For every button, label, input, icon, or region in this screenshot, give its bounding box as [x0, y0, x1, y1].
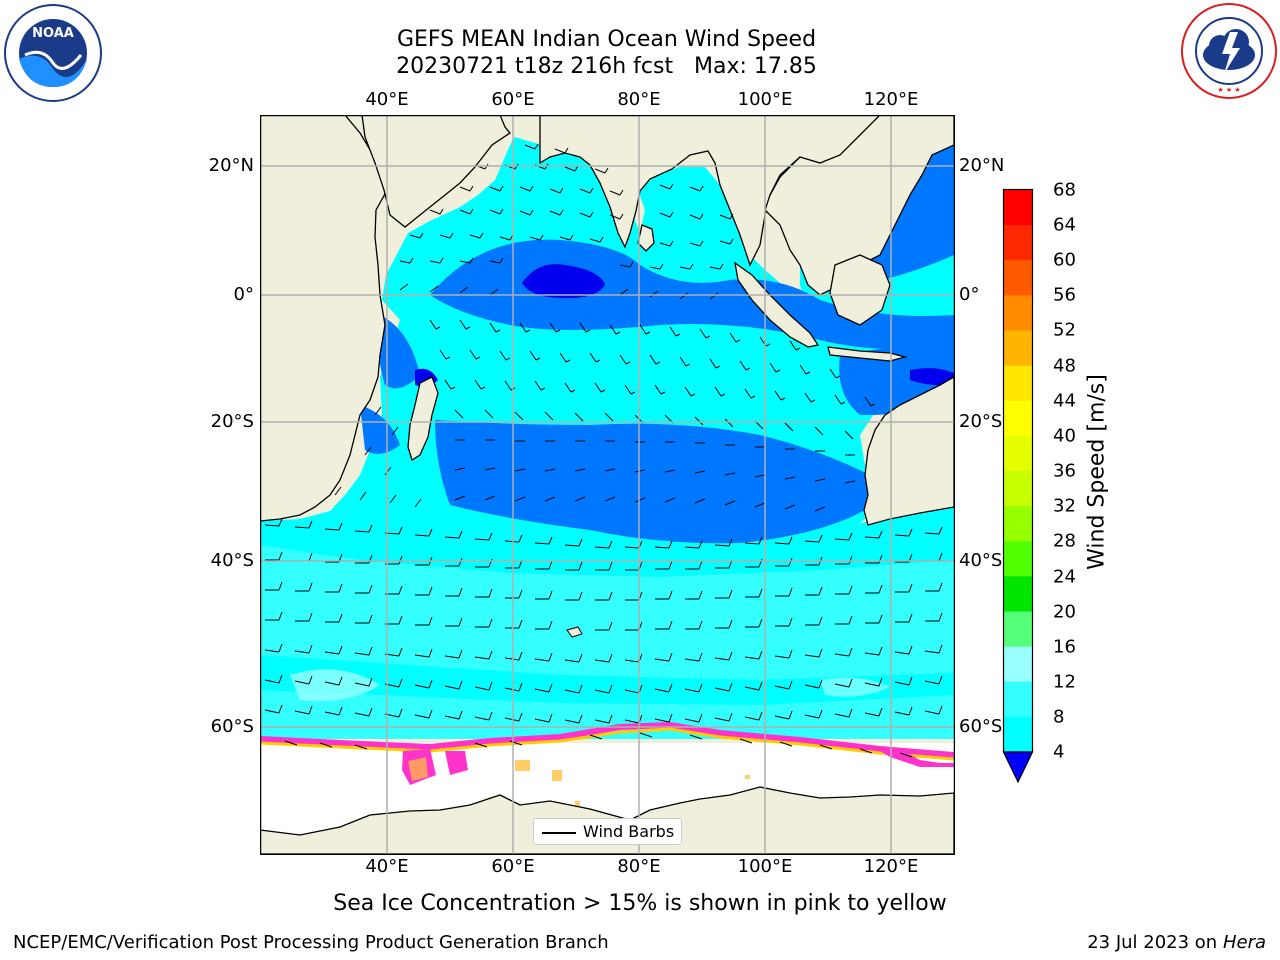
chart-title: GEFS MEAN Indian Ocean Wind Speed: [396, 27, 817, 52]
colorbar-label: Wind Speed [m/s]: [1084, 374, 1110, 570]
date-text: 23 Jul 2023 on: [1087, 932, 1223, 953]
machine-name: Hera: [1222, 932, 1266, 953]
lon-label-top-40e: 40°E: [365, 89, 409, 110]
colorbar-cell: [1004, 541, 1032, 577]
colorbar-tick: 28: [1053, 530, 1076, 552]
colorbar-cell: [1004, 646, 1032, 683]
southeast-asia-landmass: [764, 115, 954, 296]
colorbar-tick: 56: [1053, 284, 1076, 306]
colorbar-tick: 24: [1053, 566, 1076, 588]
colorbar-cell: [1004, 681, 1032, 718]
lat-label-left-20s: 20°S: [210, 411, 254, 432]
lon-label-top-60e: 60°E: [491, 89, 535, 110]
ocean-field-0-4: [522, 264, 605, 299]
madagascar-landmass: [407, 376, 439, 461]
colorbar-cell: [1004, 611, 1032, 648]
lon-label-top-100e: 100°E: [737, 89, 793, 110]
noaa-logo: NOAA: [4, 4, 102, 102]
colorbar-cell: [1004, 435, 1032, 472]
colorbar-cell: [1004, 225, 1032, 261]
lat-label-right-0: 0°: [959, 284, 980, 305]
svg-text:★ ★ ★: ★ ★ ★: [1217, 86, 1240, 94]
colorbar-cell: [1004, 506, 1032, 542]
lat-label-left-60s: 60°S: [210, 716, 254, 737]
colorbar-tick: 16: [1053, 636, 1076, 658]
sumatra-landmass: [734, 261, 820, 348]
lon-label-bottom-80e: 80°E: [617, 856, 661, 877]
colorbar-tick: 48: [1053, 355, 1076, 377]
wind-barbs: [264, 143, 943, 758]
colorbar-tick: 40: [1053, 425, 1076, 447]
colorbar-tick: 12: [1053, 671, 1076, 693]
colorbar-cell: [1004, 471, 1032, 507]
colorbar-cell: [1004, 716, 1032, 753]
colorbar-cell: [1004, 330, 1032, 367]
lat-label-left-0: 0°: [233, 284, 254, 305]
noaa-logo-text: NOAA: [32, 26, 74, 41]
lon-label-top-120e: 120°E: [863, 89, 919, 110]
map-legend: Wind Barbs: [533, 818, 682, 845]
colorbar-tick: 32: [1053, 495, 1076, 517]
colorbar-under-triangle: [1002, 751, 1034, 784]
wind-speed-map: [260, 115, 955, 855]
ocean-field-4-8-south: [435, 420, 870, 544]
colorbar-tick: 36: [1053, 460, 1076, 482]
colorbar-tick: 64: [1053, 214, 1076, 236]
colorbar-frame: [1002, 188, 1034, 753]
lon-label-bottom-120e: 120°E: [863, 856, 919, 877]
graticule: [260, 115, 954, 854]
colorbar-tick: 68: [1053, 179, 1076, 201]
lat-label-left-20n: 20°N: [208, 155, 254, 176]
colorbar-cell: [1004, 295, 1032, 331]
colorbar-tick: 20: [1053, 601, 1076, 623]
colorbar-tick: 52: [1053, 319, 1076, 341]
colorbar-cell: [1004, 400, 1032, 437]
sea-ice-note: Sea Ice Concentration > 15% is shown in …: [333, 891, 947, 916]
map-frame: [260, 115, 955, 855]
colorbar-cell: [1004, 365, 1032, 402]
lat-label-left-40s: 40°S: [210, 550, 254, 571]
colorbar-tick: 8: [1053, 706, 1065, 728]
lon-label-bottom-60e: 60°E: [491, 856, 535, 877]
lon-label-bottom-100e: 100°E: [737, 856, 793, 877]
australia-landmass: [863, 376, 954, 526]
colorbar-tick: 44: [1053, 390, 1076, 412]
lon-label-bottom-40e: 40°E: [365, 856, 409, 877]
kerguelen-island: [566, 626, 583, 638]
lat-label-right-60s: 60°S: [959, 716, 1003, 737]
wind-barb-legend-label: Wind Barbs: [583, 822, 675, 841]
nws-logo: ★ ★ ★: [1181, 3, 1277, 99]
colorbar: [1002, 188, 1034, 784]
colorbar-cell: [1004, 260, 1032, 296]
arabia-landmass: [361, 115, 511, 228]
credit-text: NCEP/EMC/Verification Post Processing Pr…: [13, 932, 609, 953]
colorbar-tick: 60: [1053, 249, 1076, 271]
chart-subtitle: 20230721 t18z 216h fcst Max: 17.85: [396, 54, 817, 79]
lat-label-right-20s: 20°S: [959, 411, 1003, 432]
colorbar-cell: [1004, 576, 1032, 612]
lon-label-top-80e: 80°E: [617, 89, 661, 110]
date-stamp: 23 Jul 2023 on Hera: [1087, 932, 1266, 953]
borneo-landmass: [829, 254, 891, 326]
wind-barb-legend-line: [542, 832, 576, 834]
colorbar-tick: 4: [1053, 741, 1065, 763]
lat-label-right-40s: 40°S: [959, 550, 1003, 571]
java-landmass: [827, 346, 908, 362]
colorbar-cell: [1004, 190, 1032, 226]
lat-label-right-20n: 20°N: [959, 155, 1005, 176]
